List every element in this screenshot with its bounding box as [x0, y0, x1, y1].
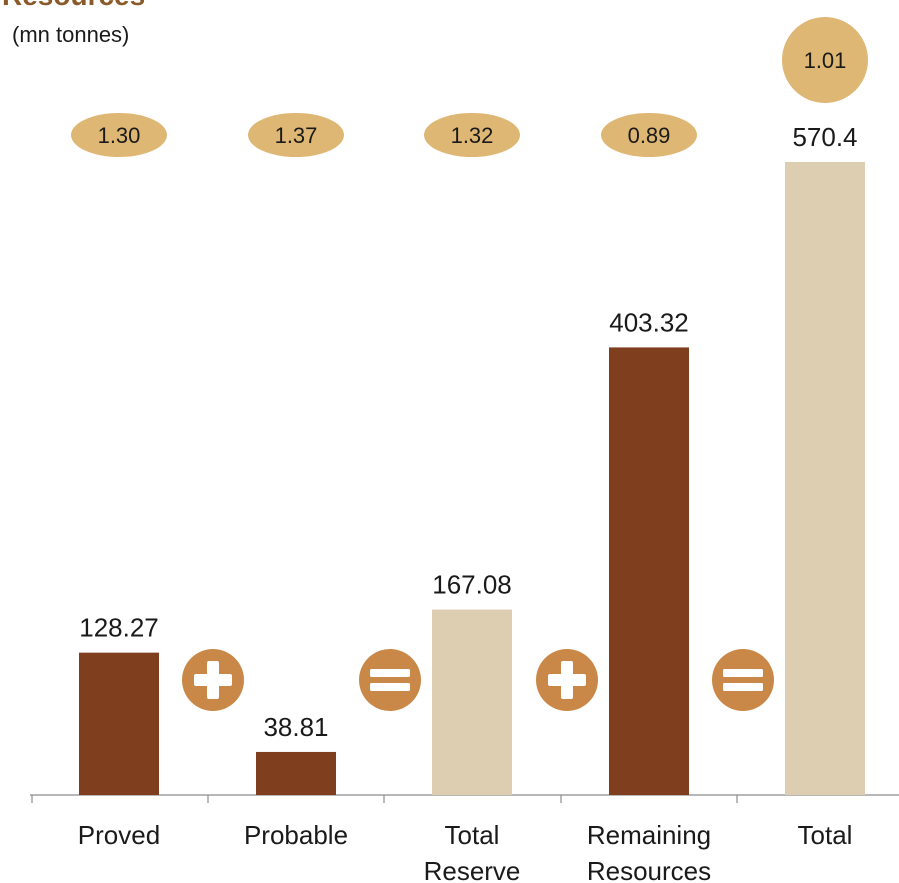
x-tick-label: Resources — [587, 856, 711, 883]
bar-value-label: 570.4 — [792, 122, 857, 152]
bar-0 — [79, 652, 159, 795]
bar-value-label: 38.81 — [263, 712, 328, 742]
x-tick-label: Proved — [78, 820, 160, 850]
x-tick-label: Probable — [244, 820, 348, 850]
x-tick-label: Reserve — [424, 856, 521, 883]
equals-top-stroke — [723, 669, 763, 677]
equals-top-stroke — [370, 669, 410, 677]
ratio-bubble-label: 1.37 — [275, 123, 318, 148]
ratio-bubble — [601, 113, 697, 157]
bar-value-label: 128.27 — [79, 613, 159, 643]
ratio-bubble-label: 1.30 — [98, 123, 141, 148]
chart-subtitle: (mn tonnes) — [12, 22, 130, 47]
ratio-bubble — [71, 113, 167, 157]
equals-operator-icon — [359, 649, 421, 711]
x-tick-label: Remaining — [587, 820, 711, 850]
bar-4 — [785, 162, 865, 795]
x-tick-label: Total — [798, 820, 853, 850]
ratio-bubble — [248, 113, 344, 157]
chart-title: Resources — [2, 0, 145, 12]
bar-value-label: 403.32 — [609, 307, 689, 337]
equals-bottom-stroke — [370, 683, 410, 691]
plus-horizontal-stroke — [548, 674, 586, 686]
plus-horizontal-stroke — [194, 674, 232, 686]
ratio-bubble-label: 1.32 — [451, 123, 494, 148]
bar-3 — [609, 347, 689, 795]
bar-2 — [432, 609, 512, 795]
ratio-bubble-label: 1.01 — [804, 48, 847, 73]
bar-value-label: 167.08 — [432, 570, 512, 600]
equals-bottom-stroke — [723, 683, 763, 691]
bar-1 — [256, 751, 336, 795]
ratio-bubble — [424, 113, 520, 157]
equals-operator-icon — [712, 649, 774, 711]
ratio-bubble — [782, 17, 868, 103]
ratio-bubble-label: 0.89 — [628, 123, 671, 148]
x-tick-label: Total — [445, 820, 500, 850]
